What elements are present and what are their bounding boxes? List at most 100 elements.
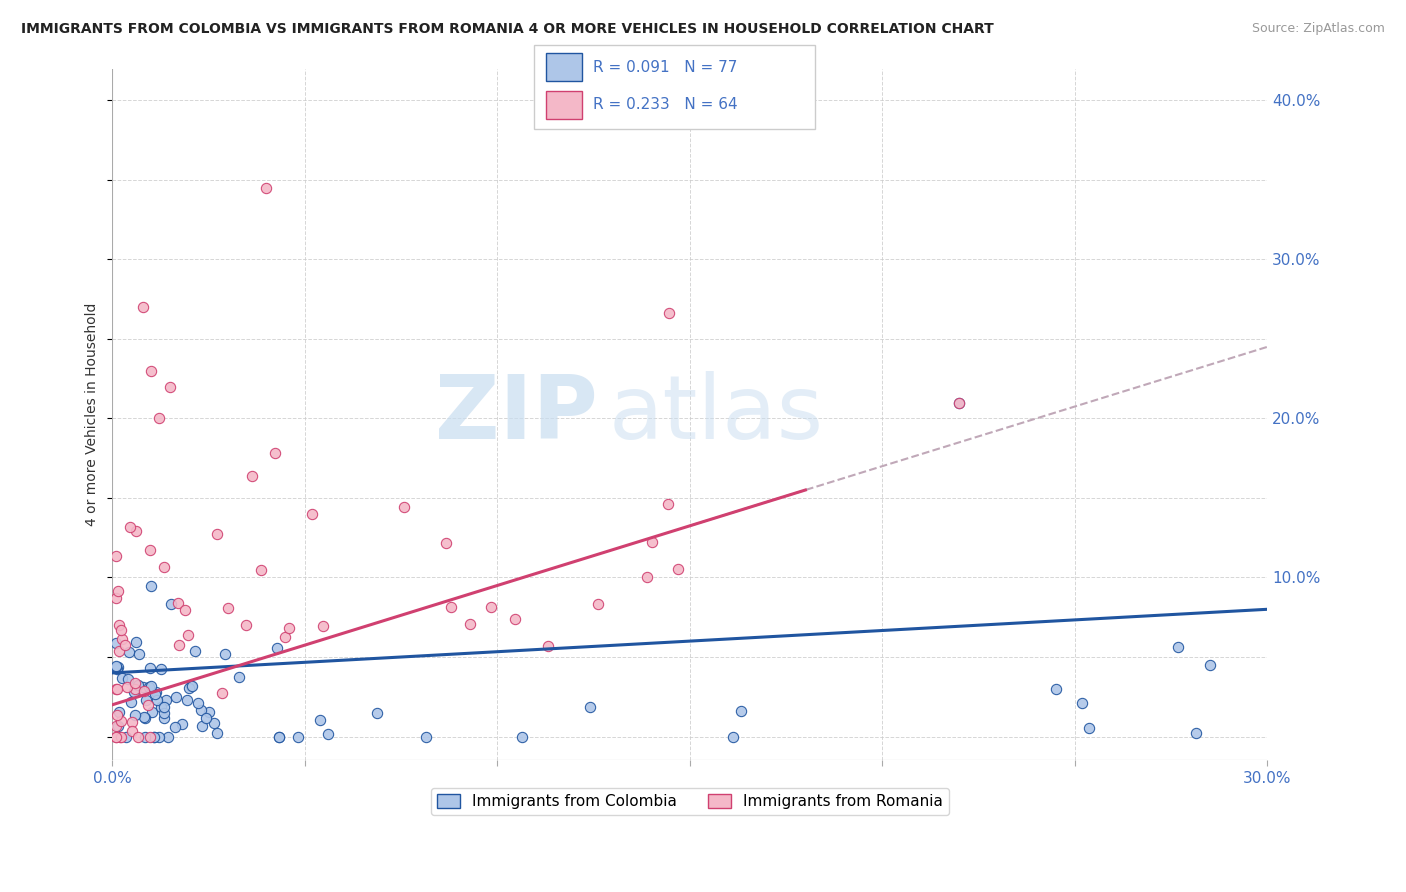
Point [948,395,970,409]
Point [127,678,149,692]
Point [138,680,160,694]
Point [641,534,664,549]
Point [107,583,129,598]
Point [105,549,128,563]
Point [479,600,502,615]
Point [267,730,290,744]
Point [124,682,146,697]
Point [146,693,169,707]
Bar [546,54,582,81]
Point [105,682,128,697]
Point [115,681,138,695]
Point [110,624,132,638]
Point [111,671,134,685]
Point [277,621,299,635]
Point [110,730,132,744]
Point [105,659,128,673]
Point [122,684,145,698]
Point [132,709,155,723]
Point [948,395,970,409]
Point [312,618,335,632]
Point [217,600,239,615]
Point [274,630,297,644]
Point [105,662,128,676]
Point [160,597,183,611]
Point [105,730,128,744]
Text: ZIP: ZIP [434,371,598,458]
Point [125,635,148,649]
Point [458,616,481,631]
Point [134,730,156,744]
Point [197,705,219,719]
Point [190,703,212,717]
Point [105,707,128,722]
Point [143,730,166,744]
Point [155,693,177,707]
Point [394,500,416,514]
Point [439,599,461,614]
Point [124,676,146,690]
Point [301,508,323,522]
Point [152,706,174,721]
Point [1077,721,1099,735]
Point [120,695,142,709]
Point [309,713,332,727]
Point [107,617,129,632]
Point [121,715,143,730]
Point [153,699,176,714]
Point [149,700,172,714]
Point [139,679,162,693]
Point [105,636,128,650]
Point [287,730,309,744]
Point [120,520,142,534]
Point [135,692,157,706]
Point [176,693,198,707]
Point [202,715,225,730]
Point [143,730,166,744]
Point [132,300,155,314]
Point [207,726,229,740]
Point [139,543,162,558]
Point [107,660,129,674]
Point [115,730,138,744]
Point [159,379,181,393]
Point [167,638,190,652]
Text: R = 0.233   N = 64: R = 0.233 N = 64 [593,97,738,112]
Point [153,711,176,725]
Point [134,684,156,698]
FancyBboxPatch shape [534,45,815,129]
Point [105,681,128,696]
Point [366,706,388,721]
Point [316,727,339,741]
Point [117,673,139,687]
Point [138,661,160,675]
Point [105,591,128,606]
Point [124,708,146,723]
Point [505,612,527,626]
Point [180,679,202,693]
Point [579,700,602,714]
Point [264,446,287,460]
Point [1198,657,1220,672]
Point [657,497,679,511]
Point [145,685,167,699]
Point [131,680,153,694]
Point [108,706,131,720]
Legend: Immigrants from Colombia, Immigrants from Romania: Immigrants from Colombia, Immigrants fro… [432,788,949,815]
Point [128,647,150,661]
Point [190,719,212,733]
Point [636,570,658,584]
Point [211,686,233,700]
Point [267,730,290,744]
Point [105,730,128,744]
Point [118,645,141,659]
Point [110,714,132,729]
Point [125,524,148,539]
Point [163,720,186,734]
Bar [546,91,582,120]
Point [537,639,560,653]
Point [139,364,162,378]
Text: atlas: atlas [609,371,824,458]
Point [721,730,744,744]
Point [1185,726,1208,740]
